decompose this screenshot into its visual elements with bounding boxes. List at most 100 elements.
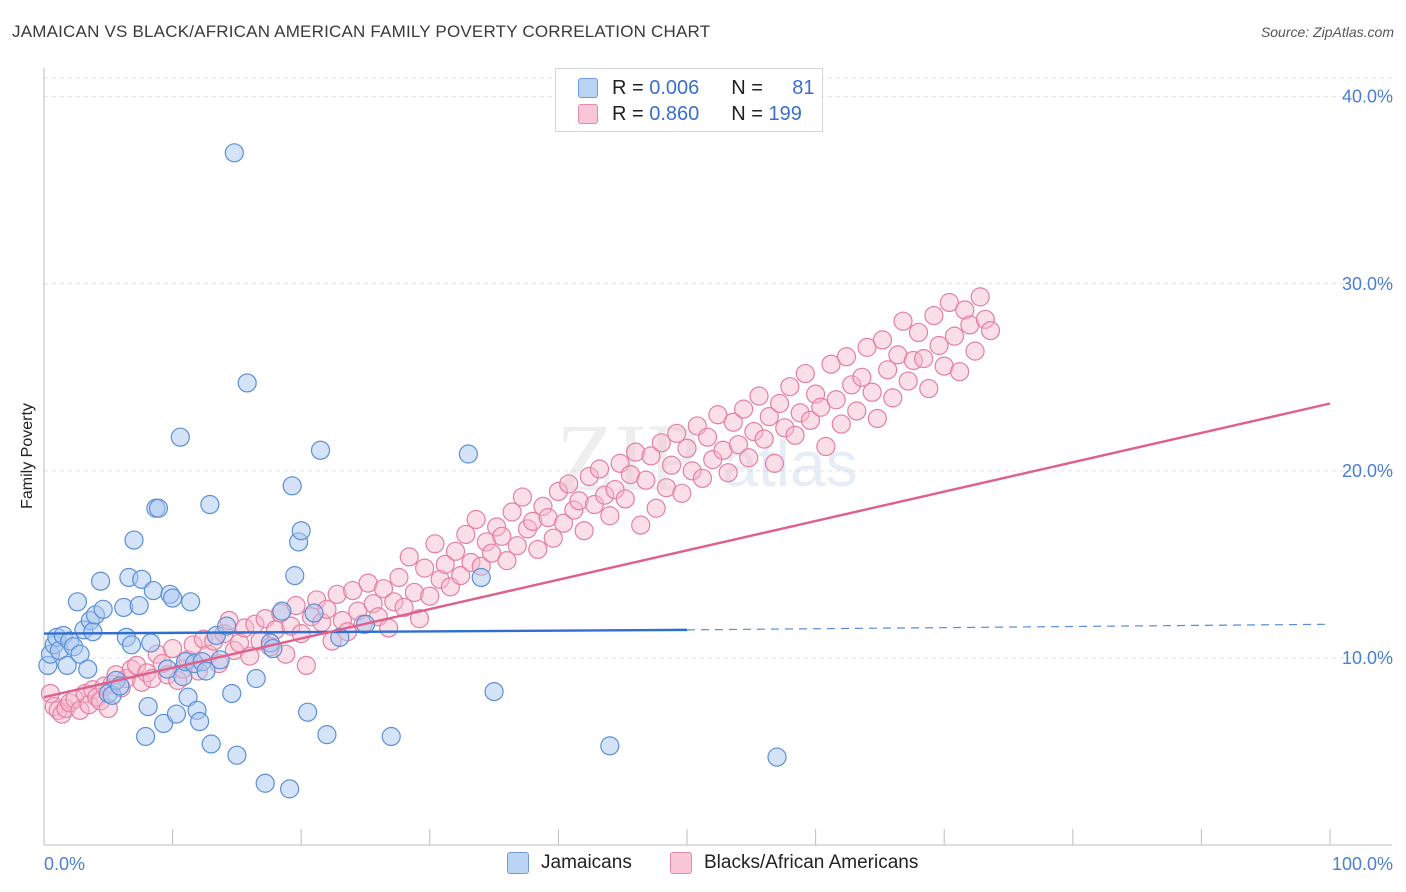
point-jamaicans: [166, 704, 187, 724]
point-blacks: [795, 363, 815, 384]
point-blacks: [878, 360, 898, 380]
point-blacks: [744, 421, 764, 442]
point-blacks: [48, 700, 68, 720]
point-blacks: [919, 378, 939, 399]
trend-line-blacks: [43, 402, 1331, 699]
point-blacks: [908, 322, 929, 343]
point-jamaicans: [272, 601, 292, 621]
point-blacks: [692, 468, 713, 488]
legend-r-value: 0.860: [649, 102, 700, 125]
point-blacks: [183, 635, 203, 655]
point-blacks: [420, 586, 440, 606]
point-blacks: [79, 695, 99, 715]
axes: [43, 68, 1392, 846]
point-jamaicans: [138, 696, 158, 717]
legend-swatch-blue: [578, 78, 598, 98]
point-blacks: [661, 455, 682, 475]
point-blacks: [615, 489, 635, 509]
point-blacks: [564, 500, 584, 520]
point-blacks: [548, 481, 569, 502]
point-blacks: [852, 367, 872, 387]
point-blacks: [343, 580, 363, 601]
point-jamaicans: [93, 599, 113, 619]
point-jamaicans: [484, 681, 504, 702]
trend-lines: [43, 402, 1331, 699]
point-blacks: [651, 433, 671, 453]
point-blacks: [543, 528, 563, 548]
point-blacks: [553, 513, 574, 533]
point-blacks: [764, 453, 785, 473]
legend-r-label: R =: [612, 102, 644, 125]
point-jamaicans: [181, 592, 201, 612]
source-label: Source: ZipAtlas.com: [1260, 24, 1394, 40]
point-blacks: [384, 592, 404, 612]
point-blacks: [790, 403, 810, 423]
legend-n-label: N =: [731, 102, 763, 125]
point-jamaicans: [200, 494, 220, 515]
point-blacks: [821, 354, 841, 374]
point-blacks: [749, 386, 769, 406]
legend-r-label: R =: [612, 76, 644, 99]
point-jamaicans: [148, 498, 169, 518]
tick-labels: 10.0% 20.0% 30.0% 40.0% 0.0% 100.0%: [44, 87, 1393, 874]
point-blacks: [373, 579, 394, 599]
point-blacks: [769, 393, 790, 414]
point-jamaicans: [285, 566, 305, 586]
point-jamaicans: [471, 567, 491, 588]
point-blacks: [667, 423, 687, 444]
point-blacks: [625, 442, 646, 462]
legend: R = 0.006 N = 81 R = 0.860 N = 199: [555, 68, 823, 132]
point-blacks: [559, 474, 579, 494]
point-blacks: [641, 446, 661, 466]
point-blacks: [631, 515, 651, 535]
point-jamaicans: [70, 644, 90, 664]
point-blacks: [399, 547, 419, 567]
point-blacks: [836, 347, 857, 367]
point-jamaicans: [78, 659, 98, 679]
point-blacks: [132, 672, 152, 692]
point-blacks: [507, 536, 527, 556]
point-jamaicans: [222, 683, 242, 704]
x-tick-label: 100.0%: [1332, 854, 1393, 874]
point-blacks: [775, 418, 795, 438]
point-blacks: [723, 412, 743, 432]
point-blacks: [456, 524, 476, 545]
point-jamaicans: [217, 616, 237, 636]
point-blacks: [481, 543, 502, 563]
point-blacks: [512, 487, 532, 507]
x-tick-label: 0.0%: [44, 854, 85, 874]
point-blacks: [708, 405, 728, 425]
point-blacks: [893, 311, 913, 331]
y-tick-label: 20.0%: [1342, 461, 1393, 481]
point-blacks: [800, 410, 821, 430]
point-blacks: [975, 309, 995, 329]
point-blacks: [415, 558, 435, 578]
point-blacks: [944, 326, 965, 346]
gridlines: [44, 77, 1392, 659]
point-blacks: [523, 511, 543, 531]
point-jamaicans: [201, 734, 221, 754]
point-blacks: [785, 425, 805, 445]
point-blacks: [497, 551, 517, 571]
point-jamaicans: [227, 745, 247, 765]
point-blacks: [461, 552, 481, 573]
point-jamaicans: [170, 427, 190, 447]
point-jamaicans: [317, 725, 337, 745]
legend-n-value: 81: [792, 76, 815, 99]
point-blacks: [409, 609, 430, 629]
point-blacks: [857, 337, 877, 357]
point-jamaicans: [132, 569, 152, 589]
bottom-legend-blacks: Blacks/African Americans: [670, 852, 918, 874]
watermark-atlas: atlas: [722, 428, 857, 500]
point-jamaicans: [600, 736, 620, 756]
point-blacks: [898, 371, 918, 391]
trend-line-jamaicans-extrapolated: [686, 623, 1331, 631]
point-blacks: [682, 461, 702, 481]
point-jamaicans: [310, 440, 331, 460]
point-jamaicans: [143, 580, 163, 601]
point-blacks: [980, 320, 1001, 341]
point-blacks: [872, 330, 893, 350]
point-jamaicans: [304, 603, 324, 623]
point-blacks: [492, 526, 512, 546]
